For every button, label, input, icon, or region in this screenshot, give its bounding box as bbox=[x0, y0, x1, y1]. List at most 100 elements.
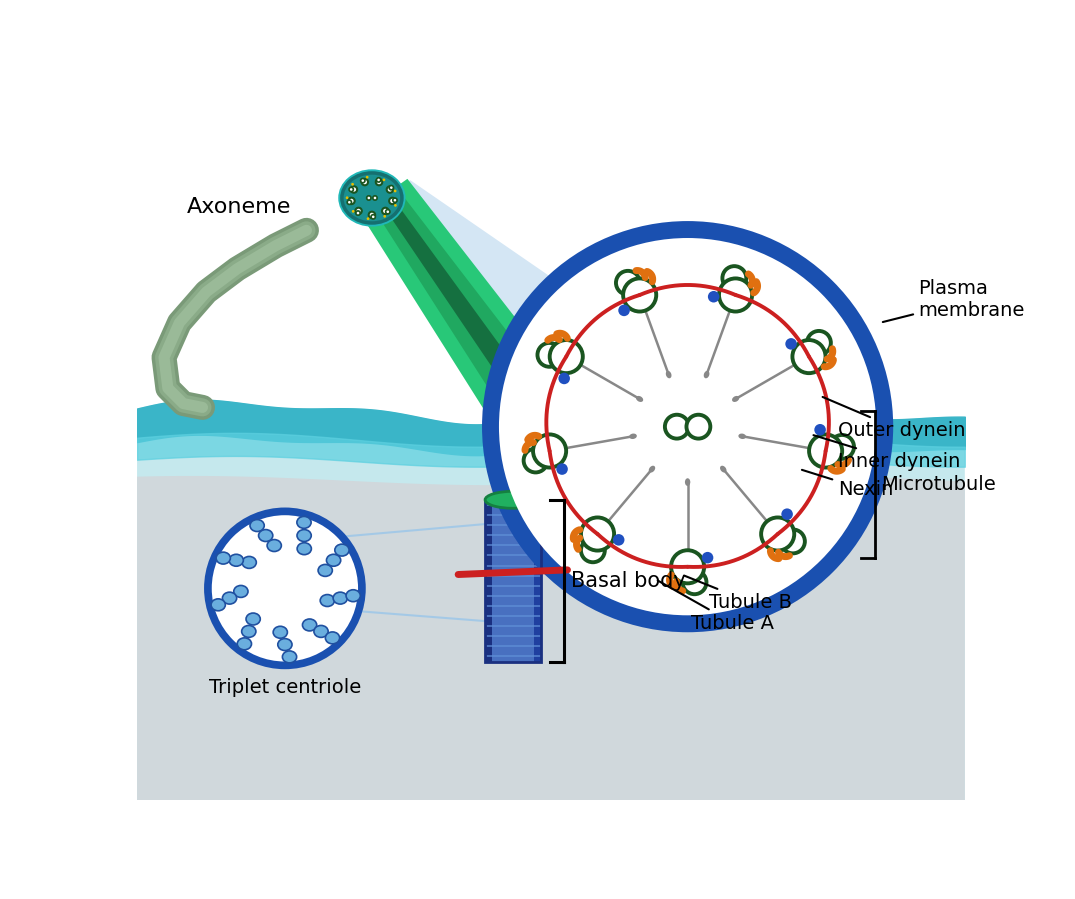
Circle shape bbox=[376, 179, 383, 185]
Ellipse shape bbox=[242, 556, 256, 568]
Circle shape bbox=[761, 518, 794, 550]
Circle shape bbox=[815, 424, 826, 435]
Polygon shape bbox=[378, 192, 546, 422]
Polygon shape bbox=[392, 181, 769, 500]
Ellipse shape bbox=[277, 638, 292, 651]
Ellipse shape bbox=[334, 544, 349, 556]
Circle shape bbox=[387, 186, 393, 192]
Ellipse shape bbox=[242, 626, 256, 637]
Ellipse shape bbox=[267, 539, 282, 551]
Ellipse shape bbox=[636, 396, 643, 402]
Circle shape bbox=[383, 179, 385, 182]
Ellipse shape bbox=[216, 552, 230, 564]
Circle shape bbox=[395, 204, 397, 207]
Ellipse shape bbox=[739, 433, 746, 439]
Polygon shape bbox=[138, 399, 965, 800]
Ellipse shape bbox=[346, 590, 360, 601]
Circle shape bbox=[830, 435, 854, 458]
Circle shape bbox=[361, 179, 368, 185]
Circle shape bbox=[782, 530, 805, 554]
Circle shape bbox=[702, 552, 714, 564]
Ellipse shape bbox=[259, 530, 273, 541]
Circle shape bbox=[538, 343, 561, 367]
Circle shape bbox=[580, 518, 614, 550]
Ellipse shape bbox=[302, 619, 317, 631]
Circle shape bbox=[371, 215, 375, 219]
Ellipse shape bbox=[342, 173, 402, 223]
Ellipse shape bbox=[485, 492, 541, 508]
Bar bbox=[534, 500, 541, 662]
Circle shape bbox=[356, 208, 362, 214]
Circle shape bbox=[352, 182, 354, 186]
Circle shape bbox=[482, 221, 893, 632]
Text: Triplet centriole: Triplet centriole bbox=[209, 679, 361, 698]
Text: Plasma
membrane: Plasma membrane bbox=[883, 279, 1024, 322]
Circle shape bbox=[782, 509, 793, 520]
Circle shape bbox=[373, 196, 377, 200]
Ellipse shape bbox=[211, 599, 226, 610]
Circle shape bbox=[533, 434, 567, 467]
Ellipse shape bbox=[732, 396, 740, 402]
Circle shape bbox=[204, 508, 366, 669]
Ellipse shape bbox=[326, 632, 340, 644]
Text: Outer dynein: Outer dynein bbox=[822, 397, 965, 440]
Text: Axoneme: Axoneme bbox=[187, 198, 291, 218]
Circle shape bbox=[393, 190, 397, 192]
Circle shape bbox=[366, 176, 369, 179]
Ellipse shape bbox=[314, 626, 328, 637]
Ellipse shape bbox=[283, 651, 297, 663]
Circle shape bbox=[389, 185, 393, 190]
Circle shape bbox=[616, 271, 640, 295]
Ellipse shape bbox=[273, 627, 287, 638]
Text: Tubule B: Tubule B bbox=[684, 575, 792, 611]
Text: Basal body: Basal body bbox=[571, 571, 686, 591]
Circle shape bbox=[683, 570, 706, 594]
Circle shape bbox=[671, 550, 704, 583]
Polygon shape bbox=[138, 476, 965, 800]
Circle shape bbox=[556, 463, 568, 475]
Circle shape bbox=[376, 178, 381, 182]
Circle shape bbox=[624, 279, 656, 312]
Text: Nexin: Nexin bbox=[802, 470, 893, 499]
Circle shape bbox=[792, 340, 826, 373]
Ellipse shape bbox=[629, 433, 636, 439]
Ellipse shape bbox=[704, 370, 710, 378]
Circle shape bbox=[708, 291, 719, 302]
Circle shape bbox=[349, 187, 354, 191]
Circle shape bbox=[348, 198, 355, 204]
Bar bbox=[485, 500, 491, 662]
Ellipse shape bbox=[318, 565, 332, 576]
Ellipse shape bbox=[223, 592, 236, 604]
Circle shape bbox=[549, 340, 583, 373]
Ellipse shape bbox=[250, 520, 264, 531]
Circle shape bbox=[367, 196, 371, 200]
Circle shape bbox=[386, 209, 390, 214]
Circle shape bbox=[687, 414, 711, 439]
Circle shape bbox=[347, 200, 352, 204]
Circle shape bbox=[524, 449, 547, 472]
Ellipse shape bbox=[233, 585, 248, 598]
Polygon shape bbox=[138, 108, 965, 454]
Circle shape bbox=[212, 515, 358, 662]
Circle shape bbox=[580, 539, 605, 562]
Text: Microtubule: Microtubule bbox=[880, 475, 995, 494]
Polygon shape bbox=[359, 179, 572, 440]
Circle shape bbox=[613, 534, 625, 546]
Circle shape bbox=[356, 211, 360, 215]
Bar bbox=[485, 500, 541, 662]
Ellipse shape bbox=[320, 594, 334, 607]
Circle shape bbox=[360, 179, 364, 182]
Circle shape bbox=[369, 211, 375, 218]
Ellipse shape bbox=[297, 530, 312, 541]
Ellipse shape bbox=[333, 592, 347, 604]
Ellipse shape bbox=[297, 516, 311, 529]
Ellipse shape bbox=[297, 543, 312, 555]
Circle shape bbox=[352, 210, 355, 213]
Circle shape bbox=[618, 305, 630, 316]
Ellipse shape bbox=[246, 613, 260, 625]
Circle shape bbox=[384, 215, 386, 218]
Circle shape bbox=[346, 196, 348, 200]
Circle shape bbox=[350, 186, 357, 192]
Ellipse shape bbox=[229, 555, 243, 566]
Ellipse shape bbox=[720, 466, 727, 473]
